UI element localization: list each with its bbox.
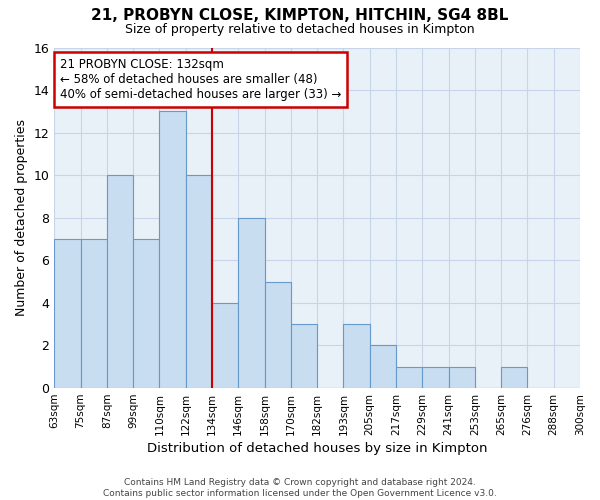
Bar xyxy=(238,218,265,388)
Bar xyxy=(212,303,238,388)
Bar xyxy=(160,112,186,388)
Text: Size of property relative to detached houses in Kimpton: Size of property relative to detached ho… xyxy=(125,22,475,36)
Bar xyxy=(133,239,160,388)
Text: 21, PROBYN CLOSE, KIMPTON, HITCHIN, SG4 8BL: 21, PROBYN CLOSE, KIMPTON, HITCHIN, SG4 … xyxy=(91,8,509,22)
Bar xyxy=(107,175,133,388)
Bar xyxy=(370,346,396,388)
Text: Contains HM Land Registry data © Crown copyright and database right 2024.
Contai: Contains HM Land Registry data © Crown c… xyxy=(103,478,497,498)
Bar xyxy=(343,324,370,388)
Bar xyxy=(501,367,527,388)
Bar xyxy=(265,282,291,388)
Y-axis label: Number of detached properties: Number of detached properties xyxy=(15,120,28,316)
Bar xyxy=(449,367,475,388)
Text: 21 PROBYN CLOSE: 132sqm
← 58% of detached houses are smaller (48)
40% of semi-de: 21 PROBYN CLOSE: 132sqm ← 58% of detache… xyxy=(59,58,341,100)
Bar xyxy=(80,239,107,388)
Bar xyxy=(186,175,212,388)
Bar xyxy=(422,367,449,388)
Bar xyxy=(54,239,80,388)
Bar xyxy=(291,324,317,388)
X-axis label: Distribution of detached houses by size in Kimpton: Distribution of detached houses by size … xyxy=(147,442,487,455)
Bar xyxy=(396,367,422,388)
